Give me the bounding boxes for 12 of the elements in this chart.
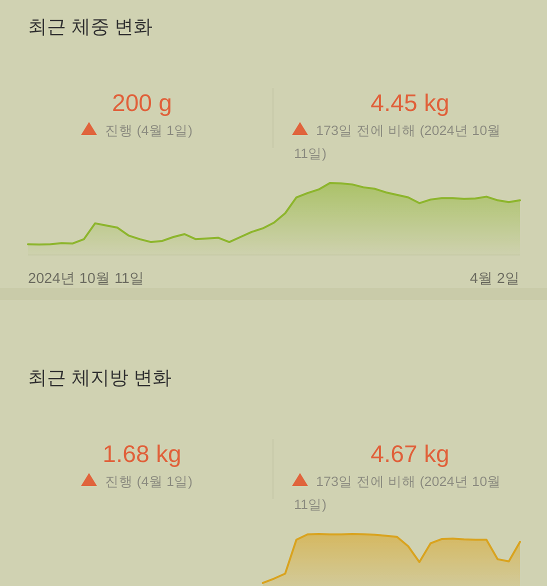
text: 진행 (4월 1일): [105, 123, 193, 138]
text: 173일 전에 비해 (2024년 10월 11일): [294, 123, 502, 161]
text: 173일 전에 비해 (2024년 10월 11일): [294, 474, 502, 512]
chart-title: 최근 체지방 변화: [28, 368, 172, 389]
text: 1.68 kg: [102, 441, 182, 468]
text: 2024년 10월 11일: [28, 271, 144, 287]
text: 진행 (4월 1일): [105, 474, 193, 489]
text: 200 g: [112, 90, 172, 117]
chart-title: 최근 체중 변화: [28, 17, 153, 38]
text: 4.67 kg: [370, 441, 450, 468]
text: 4월 2일: [470, 271, 520, 287]
text: 4.45 kg: [370, 90, 450, 117]
